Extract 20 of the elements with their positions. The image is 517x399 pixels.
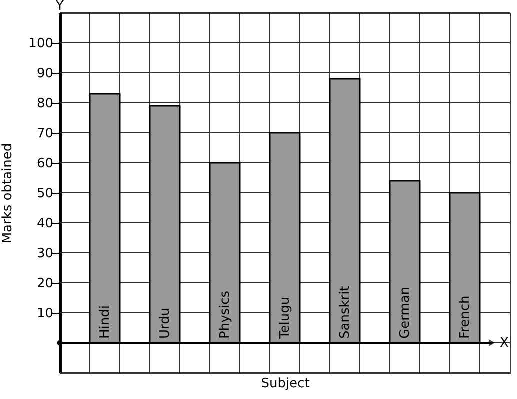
y-tick-label: 100 xyxy=(28,36,54,52)
x-axis-title: Subject xyxy=(261,376,310,392)
y-tick-label: 50 xyxy=(36,186,54,202)
y-tick-label: 20 xyxy=(36,276,54,292)
y-tick-label: 40 xyxy=(36,216,54,232)
y-tick-label: 30 xyxy=(36,246,54,262)
y-tick-label: 60 xyxy=(36,156,54,172)
x-tick-label: German xyxy=(398,286,413,339)
x-tick-label: Telugu xyxy=(278,296,293,340)
x-tick-label: Sanskrit xyxy=(338,286,353,339)
y-tick-label: 10 xyxy=(36,306,54,322)
y-tick-label: 90 xyxy=(36,66,54,82)
y-tick-label: 80 xyxy=(36,96,54,112)
x-tick-label: Physics xyxy=(218,290,233,339)
annotation: Y xyxy=(55,0,64,14)
x-tick-label: Urdu xyxy=(158,308,173,339)
x-tick-label: Hindi xyxy=(98,306,113,339)
x-tick-label: French xyxy=(458,296,473,339)
y-tick-label: 70 xyxy=(36,126,54,142)
y-axis-title: Marks obtained xyxy=(0,143,16,244)
